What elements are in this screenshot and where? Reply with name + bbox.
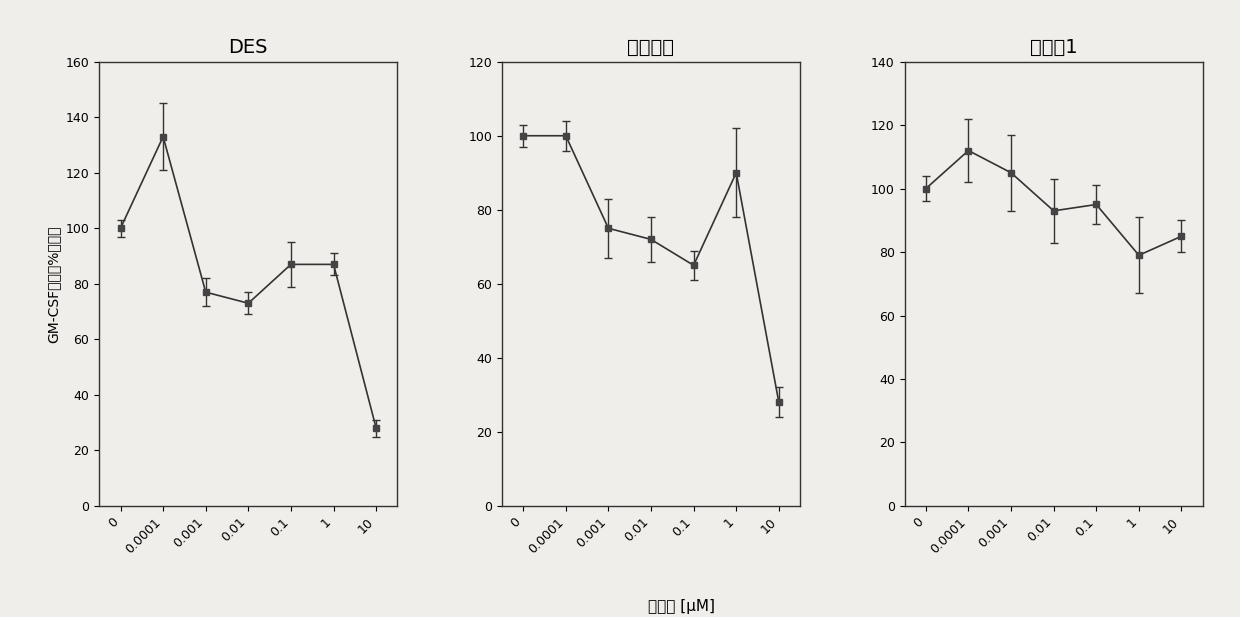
Title: 雷洛葡芙: 雷洛葡芙 bbox=[627, 38, 675, 57]
Y-axis label: GM-CSF水平（%对照）: GM-CSF水平（%对照） bbox=[46, 225, 60, 342]
Title: DES: DES bbox=[228, 38, 268, 57]
Text: 化合物 [μM]: 化合物 [μM] bbox=[649, 599, 715, 614]
Title: 化合牶1: 化合牶1 bbox=[1030, 38, 1078, 57]
